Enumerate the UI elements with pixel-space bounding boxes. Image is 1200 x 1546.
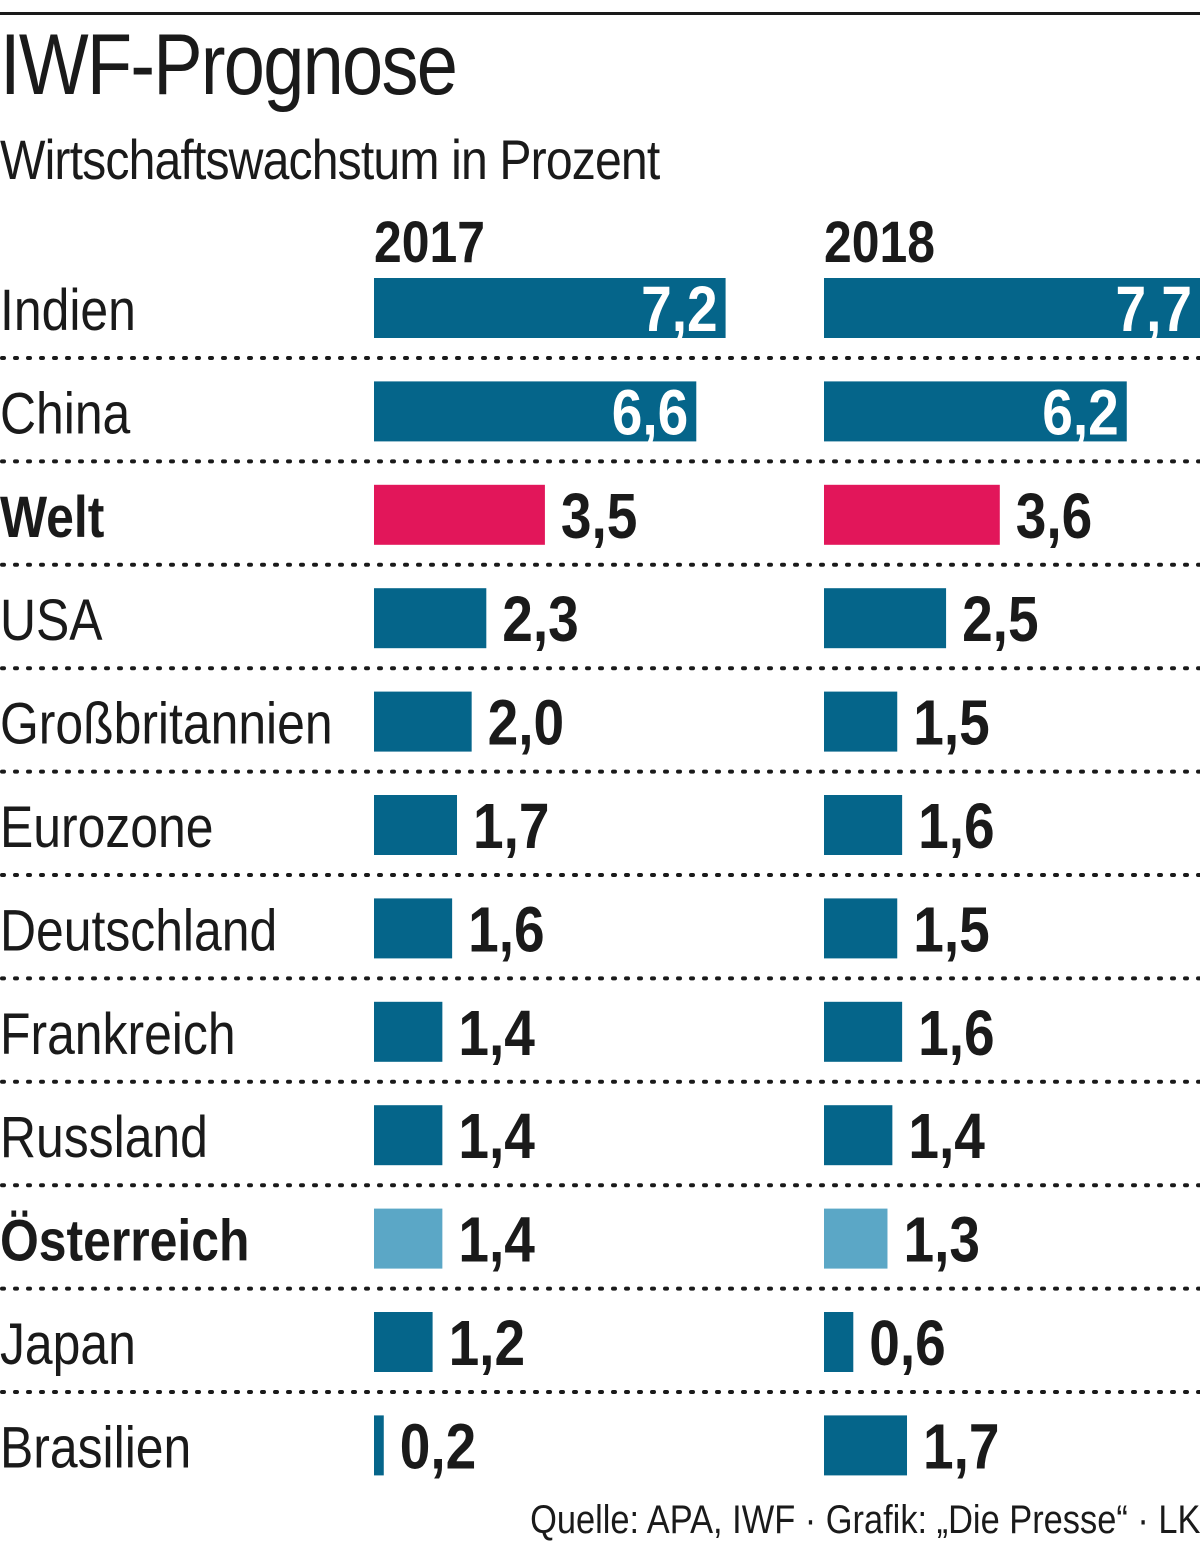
- bar-2018: [824, 278, 1200, 338]
- country-label: Japan: [0, 1313, 136, 1377]
- data-label: 1,6: [468, 893, 544, 965]
- data-label: 1,4: [458, 997, 534, 1069]
- bar-2018: [824, 795, 903, 855]
- bar-2018: [824, 1105, 893, 1166]
- bar-2017: [374, 1208, 443, 1269]
- chart-title: IWF-Prognose: [0, 17, 458, 113]
- data-label: 1,6: [918, 997, 994, 1069]
- bar-2018: [824, 1001, 903, 1062]
- bar-2017: [374, 278, 726, 338]
- bar-2018: [824, 898, 898, 959]
- source-credit: Quelle: APA, IWF · Grafik: „Die Presse“ …: [529, 1498, 1200, 1542]
- bar-2017: [374, 1001, 443, 1062]
- country-label: USA: [0, 589, 103, 653]
- data-label: 1,2: [449, 1307, 525, 1379]
- data-label: 7,2: [641, 273, 717, 345]
- bar-2017: [374, 484, 545, 545]
- data-label: 1,4: [458, 1204, 534, 1276]
- bar-2018: [824, 381, 1127, 442]
- country-label: Russland: [0, 1106, 208, 1170]
- data-label: 1,4: [458, 1100, 534, 1172]
- year-header-2017: 2017: [374, 211, 485, 275]
- country-label: Österreich: [0, 1209, 249, 1273]
- data-label: 0,2: [400, 1410, 476, 1482]
- bar-2017: [374, 691, 472, 752]
- data-label: 6,2: [1042, 376, 1118, 448]
- data-label: 0,6: [869, 1307, 945, 1379]
- data-label: 1,7: [923, 1410, 999, 1482]
- data-label: 1,5: [913, 893, 989, 965]
- data-label: 1,5: [913, 687, 989, 759]
- bar-2018: [824, 1208, 888, 1269]
- bar-2018: [824, 1415, 908, 1476]
- bar-2017: [374, 898, 453, 959]
- country-label: Deutschland: [0, 899, 277, 963]
- data-label: 1,4: [908, 1100, 984, 1172]
- data-label: 2,5: [962, 583, 1038, 655]
- bar-2017: [374, 1105, 443, 1166]
- country-label: Eurozone: [0, 796, 213, 860]
- country-label: Indien: [0, 279, 136, 343]
- bar-2017: [374, 795, 458, 855]
- country-label: Welt: [0, 485, 104, 549]
- data-label: 7,7: [1116, 273, 1192, 345]
- bar-2017: [374, 1312, 433, 1372]
- data-label: 3,5: [561, 480, 637, 552]
- bar-2018: [824, 588, 947, 649]
- country-label: Großbritannien: [0, 692, 333, 756]
- data-label: 2,0: [488, 687, 564, 759]
- country-label: Frankreich: [0, 1002, 236, 1066]
- bar-2018: [824, 691, 898, 752]
- country-label: Brasilien: [0, 1416, 191, 1480]
- chart-subtitle: Wirtschaftswachstum in Prozent: [0, 128, 660, 191]
- data-label: 1,3: [903, 1204, 979, 1276]
- bar-2018: [824, 1312, 854, 1372]
- bar-2017: [374, 381, 697, 442]
- data-label: 1,6: [918, 790, 994, 862]
- bar-2017: [374, 1415, 384, 1476]
- data-label: 6,6: [612, 376, 688, 448]
- bar-2018: [824, 484, 1000, 545]
- top-rule: [0, 12, 1200, 15]
- data-label: 3,6: [1016, 480, 1092, 552]
- country-label: China: [0, 382, 131, 446]
- bar-2017: [374, 588, 487, 649]
- data-label: 1,7: [473, 790, 549, 862]
- year-header-2018: 2018: [824, 211, 935, 275]
- data-label: 2,3: [502, 583, 578, 655]
